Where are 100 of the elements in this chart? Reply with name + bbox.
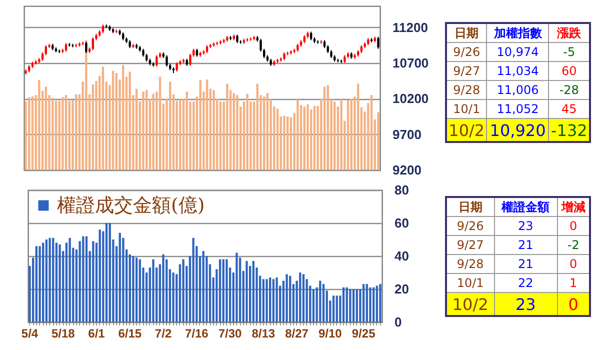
x-tick-label: 8/13 <box>252 326 276 340</box>
text: 0 <box>557 254 590 274</box>
category-label: 漲跌 <box>548 23 590 42</box>
category-label: 權證金額 <box>494 197 558 216</box>
bar <box>132 256 135 322</box>
x-tick-label: 8/27 <box>286 326 310 340</box>
bar <box>289 276 292 322</box>
text: 10,920 <box>486 118 549 142</box>
bar <box>222 259 225 322</box>
bar <box>269 277 272 322</box>
y-tick-label: 0 <box>394 314 402 330</box>
bar <box>226 259 228 322</box>
bar <box>366 284 368 322</box>
bar <box>362 284 366 322</box>
bar <box>252 260 255 322</box>
bar <box>136 258 138 322</box>
x-tick-label: 5/18 <box>52 326 76 340</box>
candlestick <box>92 36 94 51</box>
y-tick-label: 60 <box>394 216 410 230</box>
bar <box>109 223 112 322</box>
bar <box>182 259 185 322</box>
bar <box>86 236 88 322</box>
x-tick-label: 6/15 <box>118 326 142 340</box>
text: 9/27 <box>446 236 494 254</box>
bar <box>46 240 48 322</box>
category-label: 增減 <box>557 197 590 216</box>
bar <box>322 284 326 322</box>
y-tick-label: 11200 <box>392 20 428 35</box>
category-label: 日期 <box>446 23 487 42</box>
bar <box>300 272 302 322</box>
bar <box>262 279 265 322</box>
bar <box>236 252 238 322</box>
text: -28 <box>548 80 590 100</box>
candlestick <box>44 44 47 56</box>
bar <box>59 244 62 322</box>
bar <box>350 289 352 322</box>
text: 10,974 <box>486 42 549 62</box>
text: 10/2 <box>446 118 487 142</box>
bar <box>202 251 205 322</box>
x-tick-label: 9/10 <box>318 326 343 340</box>
bar <box>119 232 122 322</box>
text: 9/26 <box>446 216 494 236</box>
text: 22 <box>494 274 558 292</box>
x-tick-label: 9/25 <box>352 326 376 340</box>
text: 45 <box>548 100 590 118</box>
bar <box>266 279 268 322</box>
y-tick-label: 10700 <box>392 56 429 71</box>
text: 21 <box>494 236 558 254</box>
candlestick <box>156 54 158 68</box>
text: 11,006 <box>486 80 549 100</box>
text: 11,052 <box>486 100 549 118</box>
bar <box>246 260 248 322</box>
text: 10/1 <box>446 274 494 292</box>
bar <box>192 238 195 322</box>
bar <box>92 241 95 322</box>
text: -132 <box>548 118 590 142</box>
candlestick <box>166 54 168 68</box>
x-tick-label: 7/2 <box>155 326 172 340</box>
y-tick-label: 40 <box>394 248 410 264</box>
bar <box>42 242 45 322</box>
bar <box>342 287 346 322</box>
bar <box>302 274 306 322</box>
bar <box>69 238 72 322</box>
bar <box>352 289 356 322</box>
text: 10/1 <box>446 100 487 118</box>
y-tick-label: 20 <box>394 282 410 296</box>
text: 10/2 <box>446 292 494 316</box>
text: 21 <box>494 254 558 274</box>
y-tick-label: 9700 <box>392 126 422 142</box>
bar <box>52 238 55 322</box>
bar <box>36 246 38 322</box>
bar <box>172 272 175 322</box>
legend-label: 權證成交金額(億) <box>57 194 206 216</box>
bar <box>162 254 165 322</box>
text: 0 <box>557 216 590 236</box>
y-tick-label: 80 <box>394 182 410 198</box>
x-tick-label: 7/16 <box>185 326 210 340</box>
candlestick <box>189 53 192 66</box>
bar <box>376 286 378 322</box>
bar <box>219 259 222 322</box>
bar <box>372 287 376 322</box>
text: 60 <box>548 62 590 80</box>
text: -5 <box>548 42 590 62</box>
text: 1 <box>557 274 590 292</box>
text: 9/28 <box>446 254 494 274</box>
y-tick-label: 9200 <box>392 162 422 178</box>
text: 9/27 <box>446 62 487 80</box>
bar <box>82 236 85 322</box>
bar <box>370 287 372 322</box>
candlestick <box>176 62 178 72</box>
y-tick-label: 10200 <box>392 91 429 106</box>
text: 11,034 <box>486 62 549 80</box>
bar <box>320 280 322 322</box>
bar <box>380 284 382 322</box>
text: 0 <box>557 292 590 316</box>
x-tick-label: 5/4 <box>22 326 39 340</box>
bar <box>49 238 52 322</box>
text: 23 <box>494 216 558 236</box>
bar <box>346 287 348 322</box>
bar <box>356 289 358 322</box>
